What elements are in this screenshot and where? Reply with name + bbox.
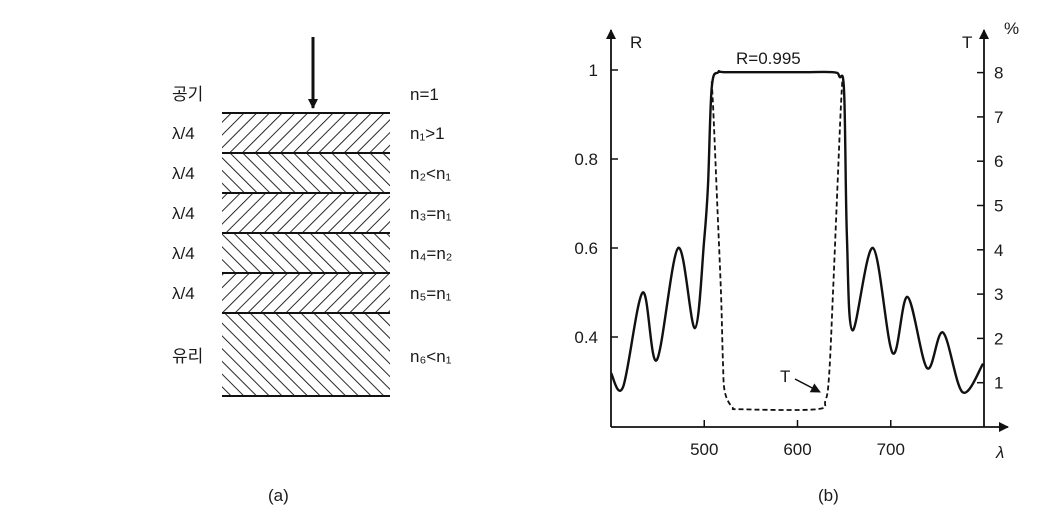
y2-tick-label: 3 — [994, 285, 1003, 304]
layer-right-label: n₄=n₂ — [410, 244, 452, 263]
layer-2-hatch — [222, 153, 390, 193]
x-tick-label: 700 — [877, 440, 905, 459]
y2-tick-label: 1 — [994, 374, 1003, 393]
layer-right-label: n₆<n₁ — [410, 347, 452, 366]
layer-right-label: n₃=n₁ — [410, 204, 452, 223]
layer-1-hatch — [222, 113, 390, 153]
y-axis-label: R — [630, 33, 642, 52]
series-R-line — [609, 69, 985, 394]
layer-left-label: λ/4 — [172, 164, 195, 183]
peak-annotation: R=0.995 — [736, 49, 801, 68]
y2-tick-label: 5 — [994, 197, 1003, 216]
y-tick-label: 0.8 — [574, 150, 598, 169]
layer-left-label: λ/4 — [172, 284, 195, 303]
y2-tick-label: 8 — [994, 64, 1003, 83]
y2-tick-label: 4 — [994, 241, 1003, 260]
layer-left-label: 유리 — [172, 347, 203, 366]
layer-right-label: n₁>1 — [410, 124, 445, 143]
layer-left-label: λ/4 — [172, 204, 195, 223]
layer-right-label: n₅=n₁ — [410, 284, 452, 303]
layer-left-label: λ/4 — [172, 124, 195, 143]
layer-5-hatch — [222, 273, 390, 313]
caption-a: (a) — [268, 486, 289, 505]
y-tick-label: 0.6 — [574, 239, 598, 258]
layer-right-label: n₂<n₁ — [410, 164, 451, 183]
y2-tick-label: 6 — [994, 152, 1003, 171]
x-tick-label: 500 — [690, 440, 718, 459]
t-annotation: T — [780, 367, 790, 386]
y-tick-label: 0.4 — [574, 328, 598, 347]
y2-axis-unit: % — [1004, 19, 1019, 38]
caption-b: (b) — [818, 486, 839, 505]
layer-left-label: 공기 — [172, 85, 203, 104]
x-tick-label: 600 — [783, 440, 811, 459]
layer-right-label: n=1 — [410, 85, 439, 104]
multilayer-stack-diagram: 공기 n=1 λ/4 n₁>1 λ/4 n₂<n₁ λ/4 n₃=n₁ λ/4 n₄=n₂ λ/4 n… — [172, 37, 452, 505]
layer-3-hatch — [222, 193, 390, 233]
y2-tick-label: 2 — [994, 329, 1003, 348]
y2-tick-label: 7 — [994, 108, 1003, 127]
t-annotation-arrow-icon — [794, 378, 821, 393]
series-T-line — [710, 81, 844, 411]
layer-6-hatch — [222, 313, 390, 396]
layer-4-hatch — [222, 233, 390, 273]
x-axis-label: λ — [995, 443, 1004, 462]
y2-axis-label: T — [962, 33, 972, 52]
y-tick-label: 1 — [589, 61, 598, 80]
layer-left-label: λ/4 — [172, 244, 195, 263]
